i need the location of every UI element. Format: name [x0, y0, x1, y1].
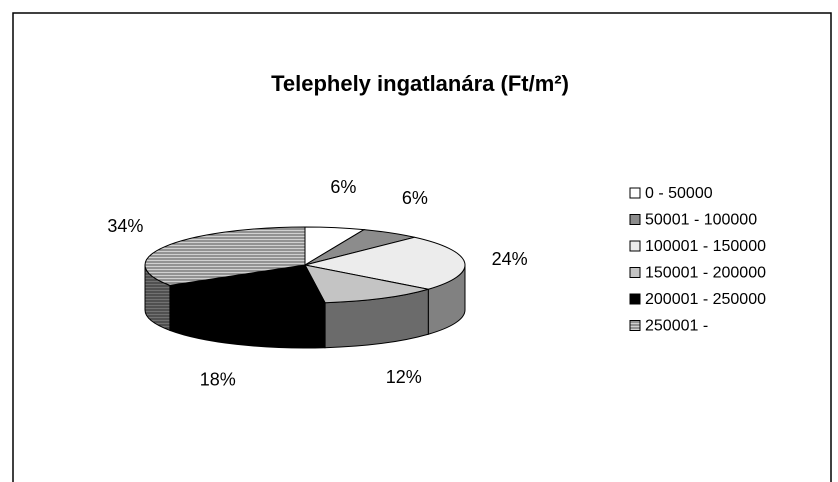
legend-swatch [629, 187, 641, 199]
legend-label: 50001 - 100000 [645, 212, 757, 229]
data-label: 34% [107, 216, 143, 236]
slice-side-shade [428, 265, 466, 335]
data-label: 12% [386, 367, 422, 387]
legend-label: 150001 - 200000 [645, 265, 766, 282]
data-label: 24% [492, 249, 528, 269]
slice-side-shade [145, 265, 170, 331]
legend-swatch [629, 240, 641, 252]
legend-label: 200001 - 250000 [645, 291, 766, 308]
pie: 6% 6% 24% 12% 18% 34% [107, 177, 527, 389]
legend-swatch [629, 267, 641, 278]
slice-side-shade [325, 289, 429, 348]
legend-swatch [629, 214, 641, 225]
legend-label: 0 - 50000 [645, 185, 713, 202]
legend-swatch [629, 293, 641, 305]
slice [167, 264, 326, 304]
legend-label: 250001 - [645, 318, 708, 335]
data-label: 18% [200, 369, 236, 389]
slice [304, 236, 466, 290]
slice [144, 226, 306, 286]
legend-swatch [629, 320, 641, 331]
chart-title: Telephely ingatlanára (Ft/m²) [271, 71, 569, 96]
legend-label: 100001 - 150000 [645, 238, 766, 255]
slice [304, 264, 429, 304]
data-label: 6% [402, 188, 428, 208]
data-label: 6% [330, 177, 356, 197]
legend: 0 - 50000 50001 - 100000 100001 - 150000 15… [629, 185, 766, 335]
